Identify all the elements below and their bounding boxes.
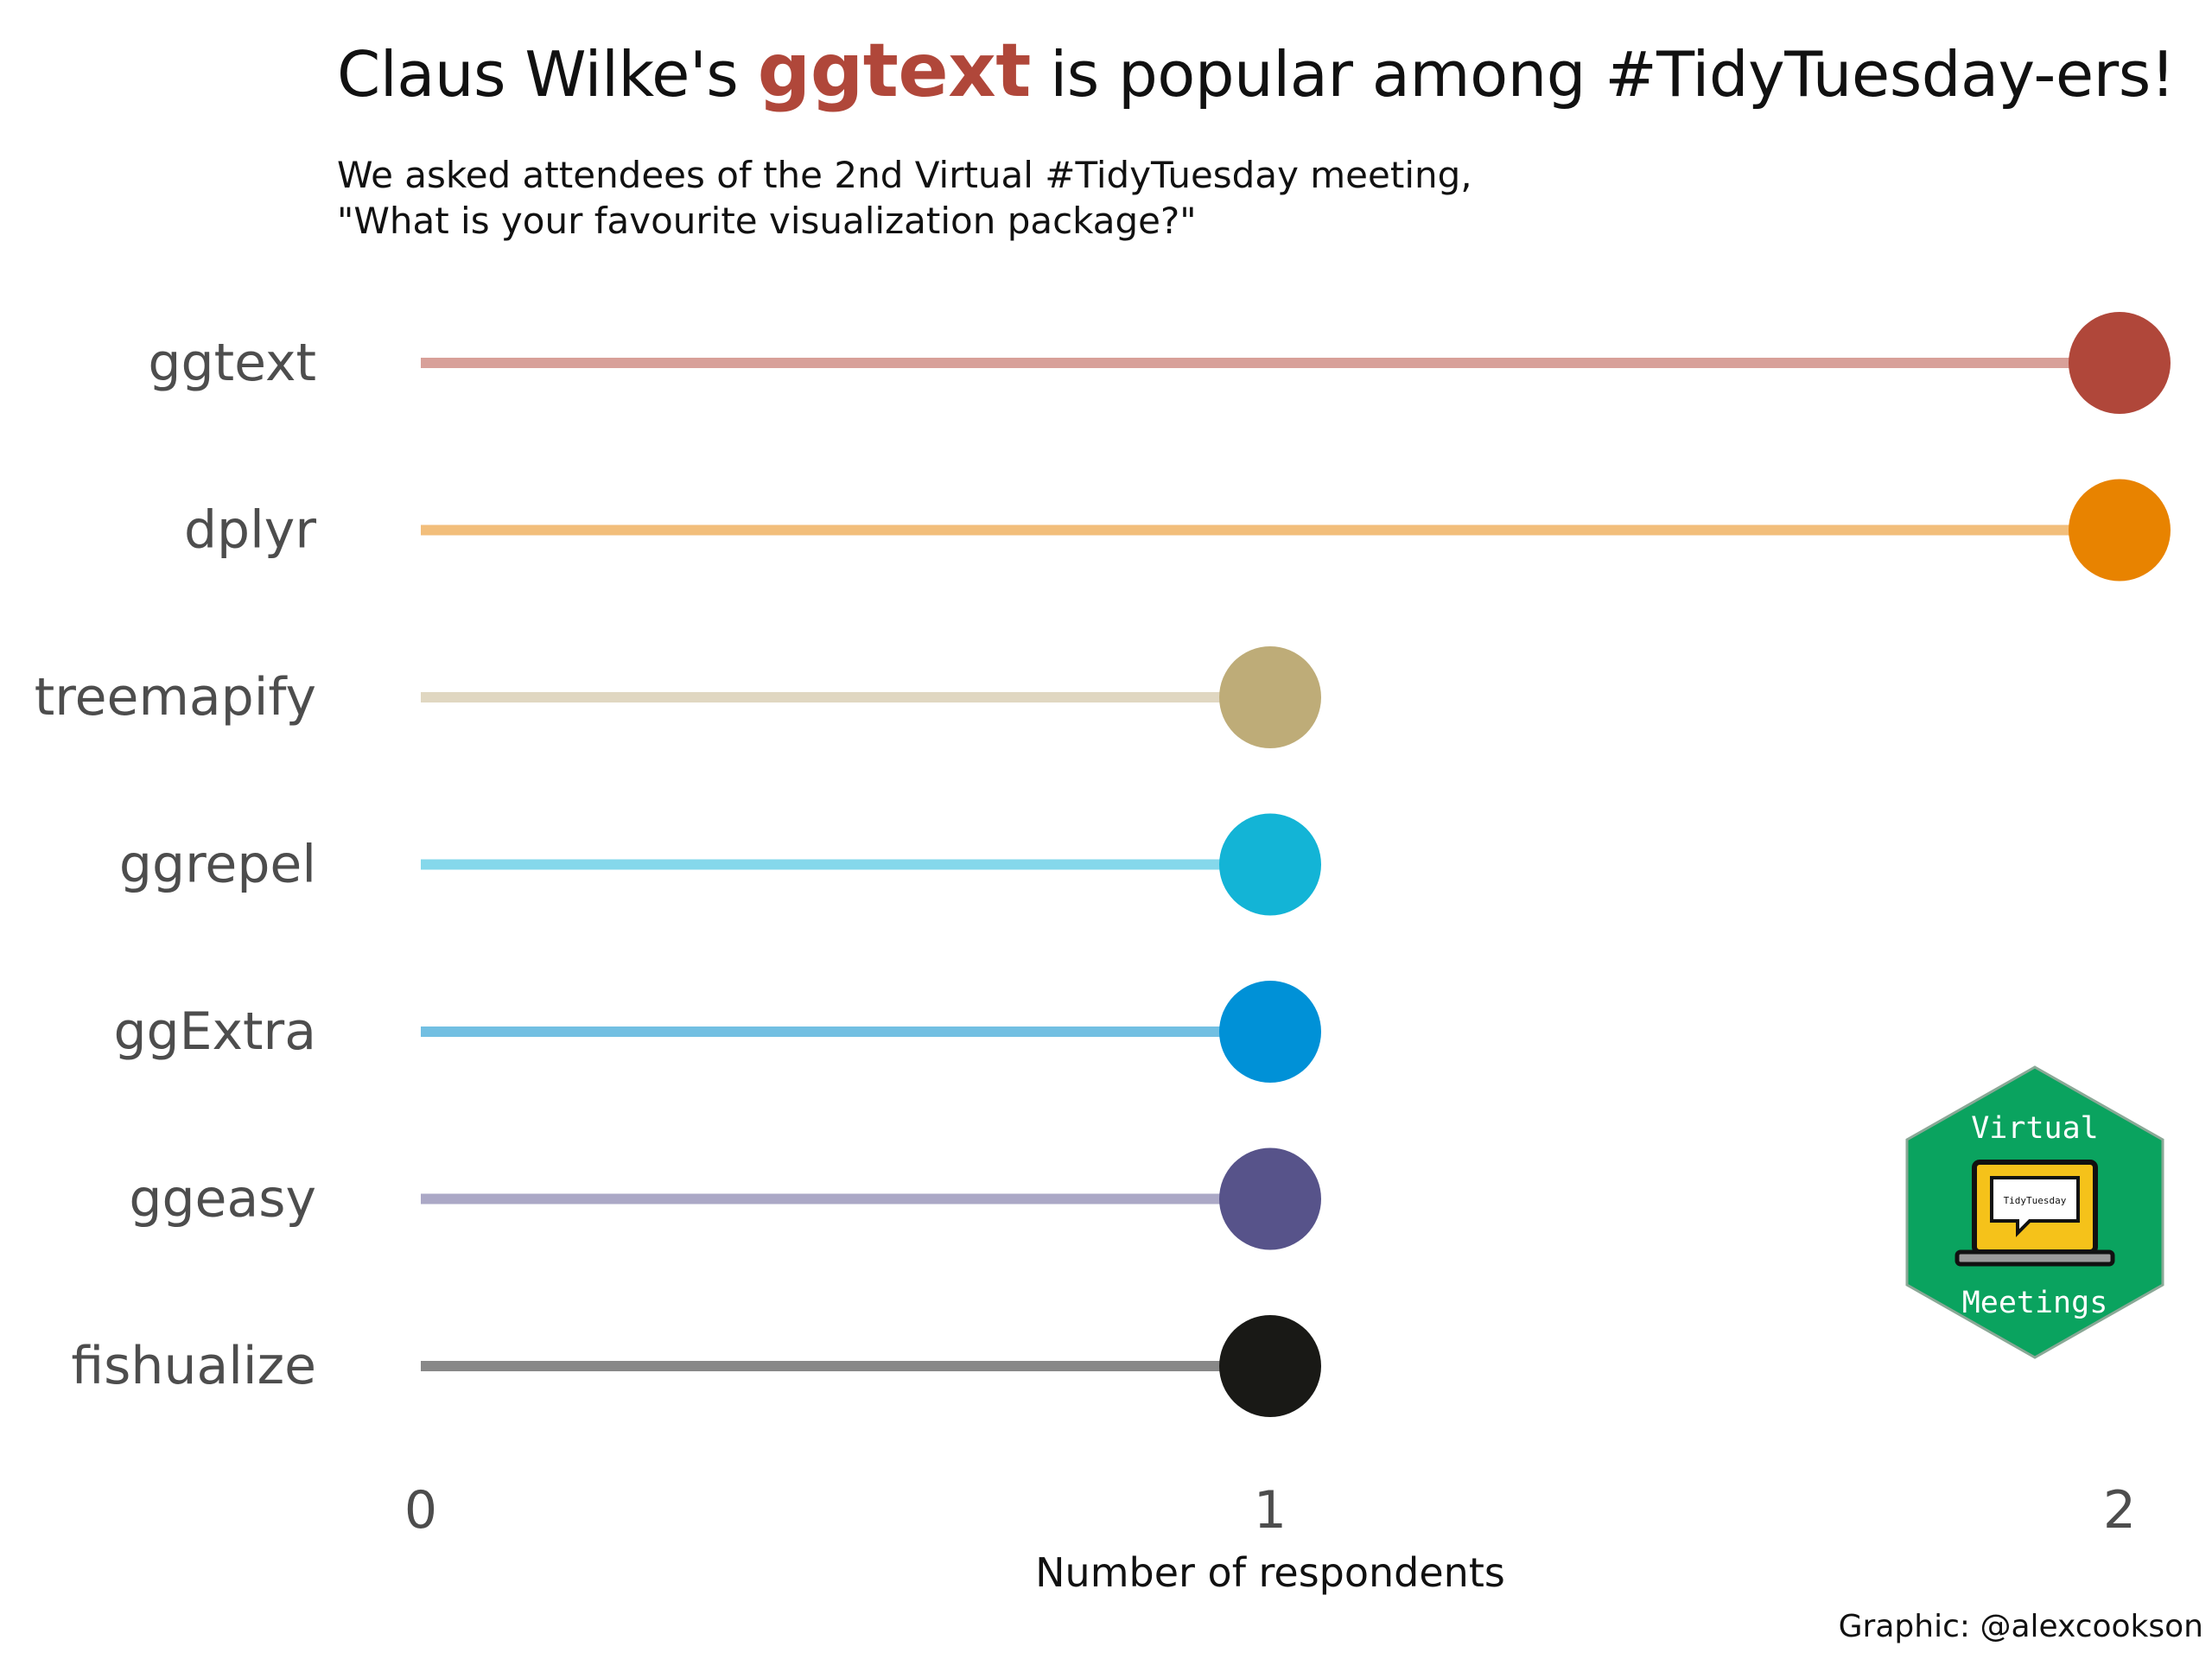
chart-title: Claus Wilke's ggtext is popular among #T… — [337, 28, 2176, 114]
lollipop-point-ggrepel — [1219, 813, 1321, 916]
title-prefix: Claus Wilke's — [337, 38, 758, 111]
lollipop-point-fishualize — [1219, 1315, 1321, 1417]
category-label-dplyr: dplyr — [184, 500, 316, 561]
caption: Graphic: @alexcookson — [1838, 1609, 2203, 1644]
badge-bottom-text: Meetings — [1962, 1286, 2108, 1320]
subtitle-line-1: We asked attendees of the 2nd Virtual #T… — [337, 154, 1472, 196]
category-label-ggeasy: ggeasy — [129, 1169, 316, 1230]
virtual-meetings-hex-badge: Virtual TidyTuesday Meetings — [1905, 1065, 2164, 1359]
title-suffix: is popular among #TidyTuesday-ers! — [1030, 38, 2176, 111]
category-label-ggrepel: ggrepel — [119, 835, 316, 895]
category-label-ggtext: ggtext — [148, 333, 316, 393]
lollipop-point-dplyr — [2069, 479, 2171, 582]
title-highlight: ggtext — [757, 28, 1032, 114]
x-tick-label-0: 0 — [404, 1480, 437, 1541]
x-axis-title: Number of respondents — [1035, 1549, 1505, 1596]
subtitle-line-2: "What is your favourite visualization pa… — [337, 200, 1197, 242]
category-label-treemapify: treemapify — [35, 667, 316, 728]
badge-top-text: Virtual — [1971, 1111, 2099, 1146]
lollipop-point-ggeasy — [1219, 1147, 1321, 1250]
laptop-speech-bubble-icon: TidyTuesday — [1955, 1160, 2115, 1267]
chart-marks: ggtext dplyr treemapify ggrepel ggExtra ggeas… — [35, 312, 2171, 1417]
lollipop-point-ggtext — [2069, 312, 2171, 414]
x-tick-label-2: 2 — [2103, 1480, 2136, 1541]
x-axis-ticks: 0 1 2 — [404, 1480, 2136, 1541]
chart-subtitle: We asked attendees of the 2nd Virtual #T… — [337, 152, 1472, 244]
lollipop-point-treemapify — [1219, 646, 1321, 748]
category-label-fishualize: fishualize — [71, 1336, 316, 1396]
lollipop-point-ggExtra — [1219, 981, 1321, 1083]
badge-screen-text: TidyTuesday — [2004, 1195, 2067, 1206]
category-label-ggExtra: ggExtra — [113, 1001, 316, 1062]
x-tick-label-1: 1 — [1254, 1480, 1287, 1541]
